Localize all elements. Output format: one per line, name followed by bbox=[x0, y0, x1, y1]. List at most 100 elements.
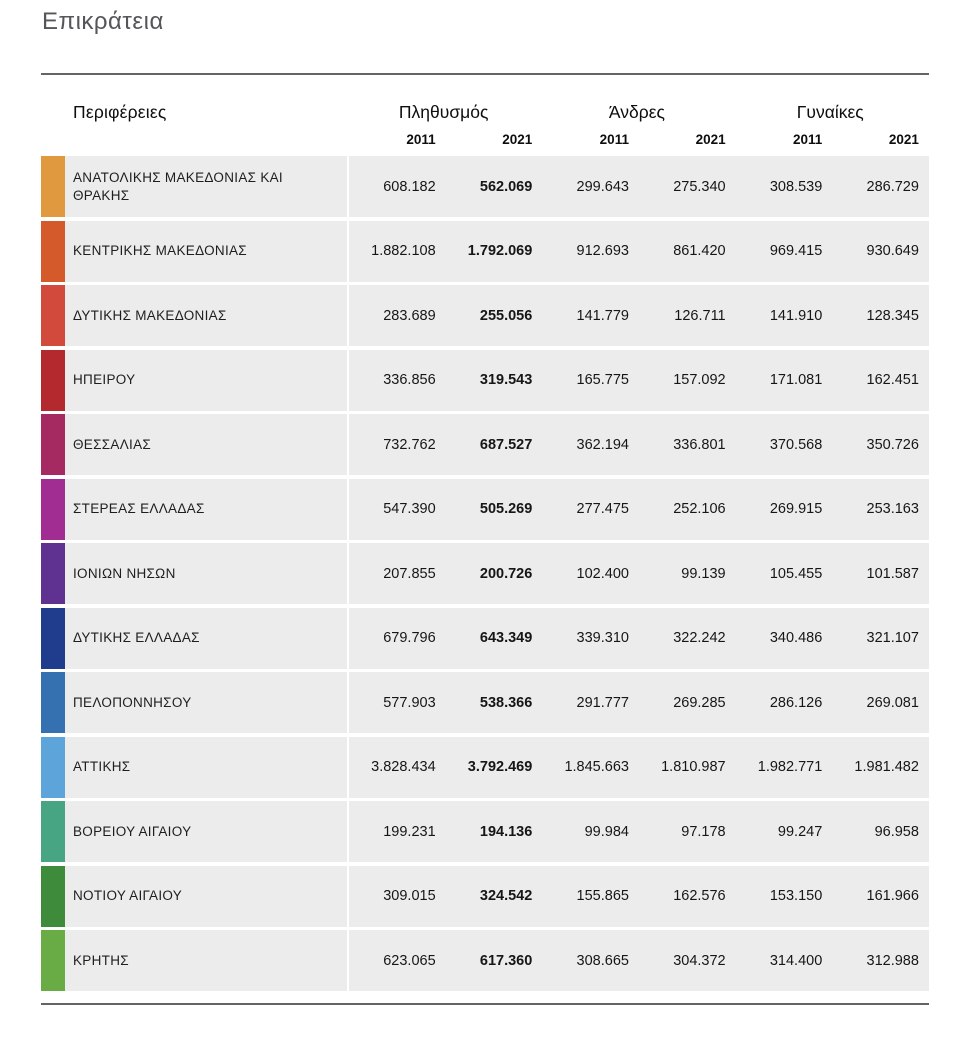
value-cell: 617.360 bbox=[479, 952, 533, 969]
value-cell: 577.903 bbox=[383, 694, 436, 711]
value-cell: 370.568 bbox=[769, 436, 823, 453]
column-group-women: Γυναίκες bbox=[796, 102, 864, 122]
value-cell: 126.711 bbox=[674, 307, 726, 324]
value-cell: 155.865 bbox=[576, 888, 629, 904]
value-cell: 340.486 bbox=[769, 630, 823, 646]
value-cell: 321.107 bbox=[866, 630, 919, 646]
region-color-bar bbox=[41, 414, 65, 475]
region-name: ΣΤΕΡΕΑΣ ΕΛΛΑΔΑΣ bbox=[65, 478, 347, 540]
value-cell: 141.779 bbox=[576, 307, 629, 324]
region-color-bar bbox=[41, 607, 65, 669]
value-cell: 312.988 bbox=[866, 952, 919, 969]
region-name: ΑΤΤΙΚΗΣ bbox=[65, 736, 347, 798]
year-header-women-2011: 2011 bbox=[792, 132, 823, 147]
region-values: 547.390 505.269 277.475 252.106 269.915 253.1… bbox=[349, 478, 929, 540]
value-cell: 547.390 bbox=[383, 501, 436, 517]
value-cell: 199.231 bbox=[383, 823, 436, 840]
value-cell: 286.729 bbox=[866, 178, 919, 195]
region-values: 577.903 538.366 291.777 269.285 286.126 269.0… bbox=[349, 672, 929, 733]
value-cell: 308.539 bbox=[769, 178, 823, 195]
table-bottom-rule bbox=[41, 1003, 929, 1005]
value-cell: 99.247 bbox=[777, 823, 823, 840]
region-color-bar bbox=[41, 285, 65, 346]
value-cell: 269.915 bbox=[769, 501, 823, 517]
value-cell: 128.345 bbox=[866, 307, 919, 324]
column-group-population: Πληθυσμός bbox=[398, 102, 489, 122]
value-cell: 269.081 bbox=[866, 694, 919, 711]
region-name: ΔΥΤΙΚΗΣ ΜΑΚΕΔΟΝΙΑΣ bbox=[65, 285, 347, 346]
value-cell: 153.150 bbox=[769, 888, 823, 904]
value-cell: 207.855 bbox=[383, 565, 436, 582]
region-values: 608.182 562.069 299.643 275.340 308.539 286.7… bbox=[349, 156, 929, 217]
value-cell: 1.882.108 bbox=[371, 243, 436, 259]
table-top-rule bbox=[41, 73, 929, 75]
value-cell: 269.285 bbox=[673, 694, 726, 711]
region-color-bar bbox=[41, 736, 65, 798]
table-row: ΘΕΣΣΑΛΙΑΣ 732.762 687.527 362.194 336.801 370… bbox=[41, 414, 929, 475]
table-row: ΚΡΗΤΗΣ 623.065 617.360 308.665 304.372 314.40… bbox=[41, 930, 929, 991]
year-header-population-2011: 2011 bbox=[406, 132, 436, 147]
region-name: ΝΟΤΙΟΥ ΑΙΓΑΙΟΥ bbox=[65, 865, 347, 927]
table-header-labels: Περιφέρειες Πληθυσμός Άνδρες Γυναίκες bbox=[41, 102, 929, 123]
table-row: ΠΕΛΟΠΟΝΝΗΣΟΥ 577.903 538.366 291.777 269.285… bbox=[41, 672, 929, 733]
value-cell: 969.415 bbox=[769, 243, 823, 259]
value-cell: 194.136 bbox=[479, 823, 533, 840]
value-cell: 623.065 bbox=[383, 952, 436, 969]
value-cell: 350.726 bbox=[866, 436, 919, 453]
region-values: 309.015 324.542 155.865 162.576 153.150 161.9… bbox=[349, 865, 929, 927]
value-cell: 1.792.069 bbox=[467, 243, 533, 259]
region-name: ΠΕΛΟΠΟΝΝΗΣΟΥ bbox=[65, 672, 347, 733]
value-cell: 336.801 bbox=[673, 436, 726, 453]
value-cell: 97.178 bbox=[681, 823, 726, 840]
value-cell: 162.451 bbox=[866, 372, 919, 388]
table-row: ΑΤΤΙΚΗΣ 3.828.434 3.792.469 1.845.663 1.810.… bbox=[41, 736, 929, 798]
value-cell: 304.372 bbox=[673, 952, 726, 969]
region-values: 623.065 617.360 308.665 304.372 314.400 312.9… bbox=[349, 930, 929, 991]
table-row: ΣΤΕΡΕΑΣ ΕΛΛΑΔΑΣ 547.390 505.269 277.475 252.… bbox=[41, 478, 929, 540]
value-cell: 861.420 bbox=[673, 243, 726, 259]
region-values: 336.856 319.543 165.775 157.092 171.081 162.4… bbox=[349, 349, 929, 411]
value-cell: 171.081 bbox=[769, 372, 823, 388]
value-cell: 99.984 bbox=[584, 823, 629, 840]
year-header-men-2011: 2011 bbox=[599, 132, 629, 147]
value-cell: 505.269 bbox=[479, 501, 533, 517]
table-body: ΑΝΑΤΟΛΙΚΗΣ ΜΑΚΕΔΟΝΙΑΣ ΚΑΙ ΘΡΑΚΗΣ 608.182 5… bbox=[41, 156, 929, 991]
value-cell: 1.845.663 bbox=[564, 759, 629, 775]
value-cell: 687.527 bbox=[479, 436, 533, 453]
region-name: ΘΕΣΣΑΛΙΑΣ bbox=[65, 414, 347, 475]
value-cell: 732.762 bbox=[383, 436, 436, 453]
value-cell: 538.366 bbox=[479, 694, 533, 711]
year-header-men-2021: 2021 bbox=[695, 132, 726, 147]
value-cell: 930.649 bbox=[866, 243, 919, 259]
value-cell: 3.828.434 bbox=[371, 759, 436, 775]
value-cell: 252.106 bbox=[673, 501, 726, 517]
region-color-bar bbox=[41, 543, 65, 604]
region-values: 732.762 687.527 362.194 336.801 370.568 350.7… bbox=[349, 414, 929, 475]
value-cell: 161.966 bbox=[866, 888, 919, 904]
column-header-regions: Περιφέρειες bbox=[73, 102, 167, 122]
table-row: ΔΥΤΙΚΗΣ ΜΑΚΕΔΟΝΙΑΣ 283.689 255.056 141.779 1… bbox=[41, 285, 929, 346]
table-row: ΙΟΝΙΩΝ ΝΗΣΩΝ 207.855 200.726 102.400 99.139 1… bbox=[41, 543, 929, 604]
page-title: Επικράτεια bbox=[42, 8, 164, 35]
region-color-bar bbox=[41, 478, 65, 540]
value-cell: 308.665 bbox=[576, 952, 629, 969]
region-name: ΔΥΤΙΚΗΣ ΕΛΛΑΔΑΣ bbox=[65, 607, 347, 669]
region-color-bar bbox=[41, 930, 65, 991]
value-cell: 253.163 bbox=[866, 501, 919, 517]
value-cell: 562.069 bbox=[479, 178, 533, 195]
region-values: 207.855 200.726 102.400 99.139 105.455 101.58… bbox=[349, 543, 929, 604]
region-color-bar bbox=[41, 672, 65, 733]
value-cell: 165.775 bbox=[576, 372, 629, 388]
region-values: 283.689 255.056 141.779 126.711 141.910 128.3… bbox=[349, 285, 929, 346]
table-row: ΑΝΑΤΟΛΙΚΗΣ ΜΑΚΕΔΟΝΙΑΣ ΚΑΙ ΘΡΑΚΗΣ 608.182 5… bbox=[41, 156, 929, 217]
value-cell: 912.693 bbox=[576, 243, 629, 259]
value-cell: 3.792.469 bbox=[467, 759, 533, 775]
value-cell: 102.400 bbox=[576, 565, 629, 582]
value-cell: 286.126 bbox=[769, 694, 823, 711]
value-cell: 99.139 bbox=[681, 565, 726, 582]
value-cell: 1.810.987 bbox=[661, 759, 726, 775]
table-row: ΒΟΡΕΙΟΥ ΑΙΓΑΙΟΥ 199.231 194.136 99.984 97.17… bbox=[41, 801, 929, 862]
region-color-bar bbox=[41, 220, 65, 282]
table-row: ΚΕΝΤΡΙΚΗΣ ΜΑΚΕΔΟΝΙΑΣ 1.882.108 1.792.069 91… bbox=[41, 220, 929, 282]
region-name: ΒΟΡΕΙΟΥ ΑΙΓΑΙΟΥ bbox=[65, 801, 347, 862]
